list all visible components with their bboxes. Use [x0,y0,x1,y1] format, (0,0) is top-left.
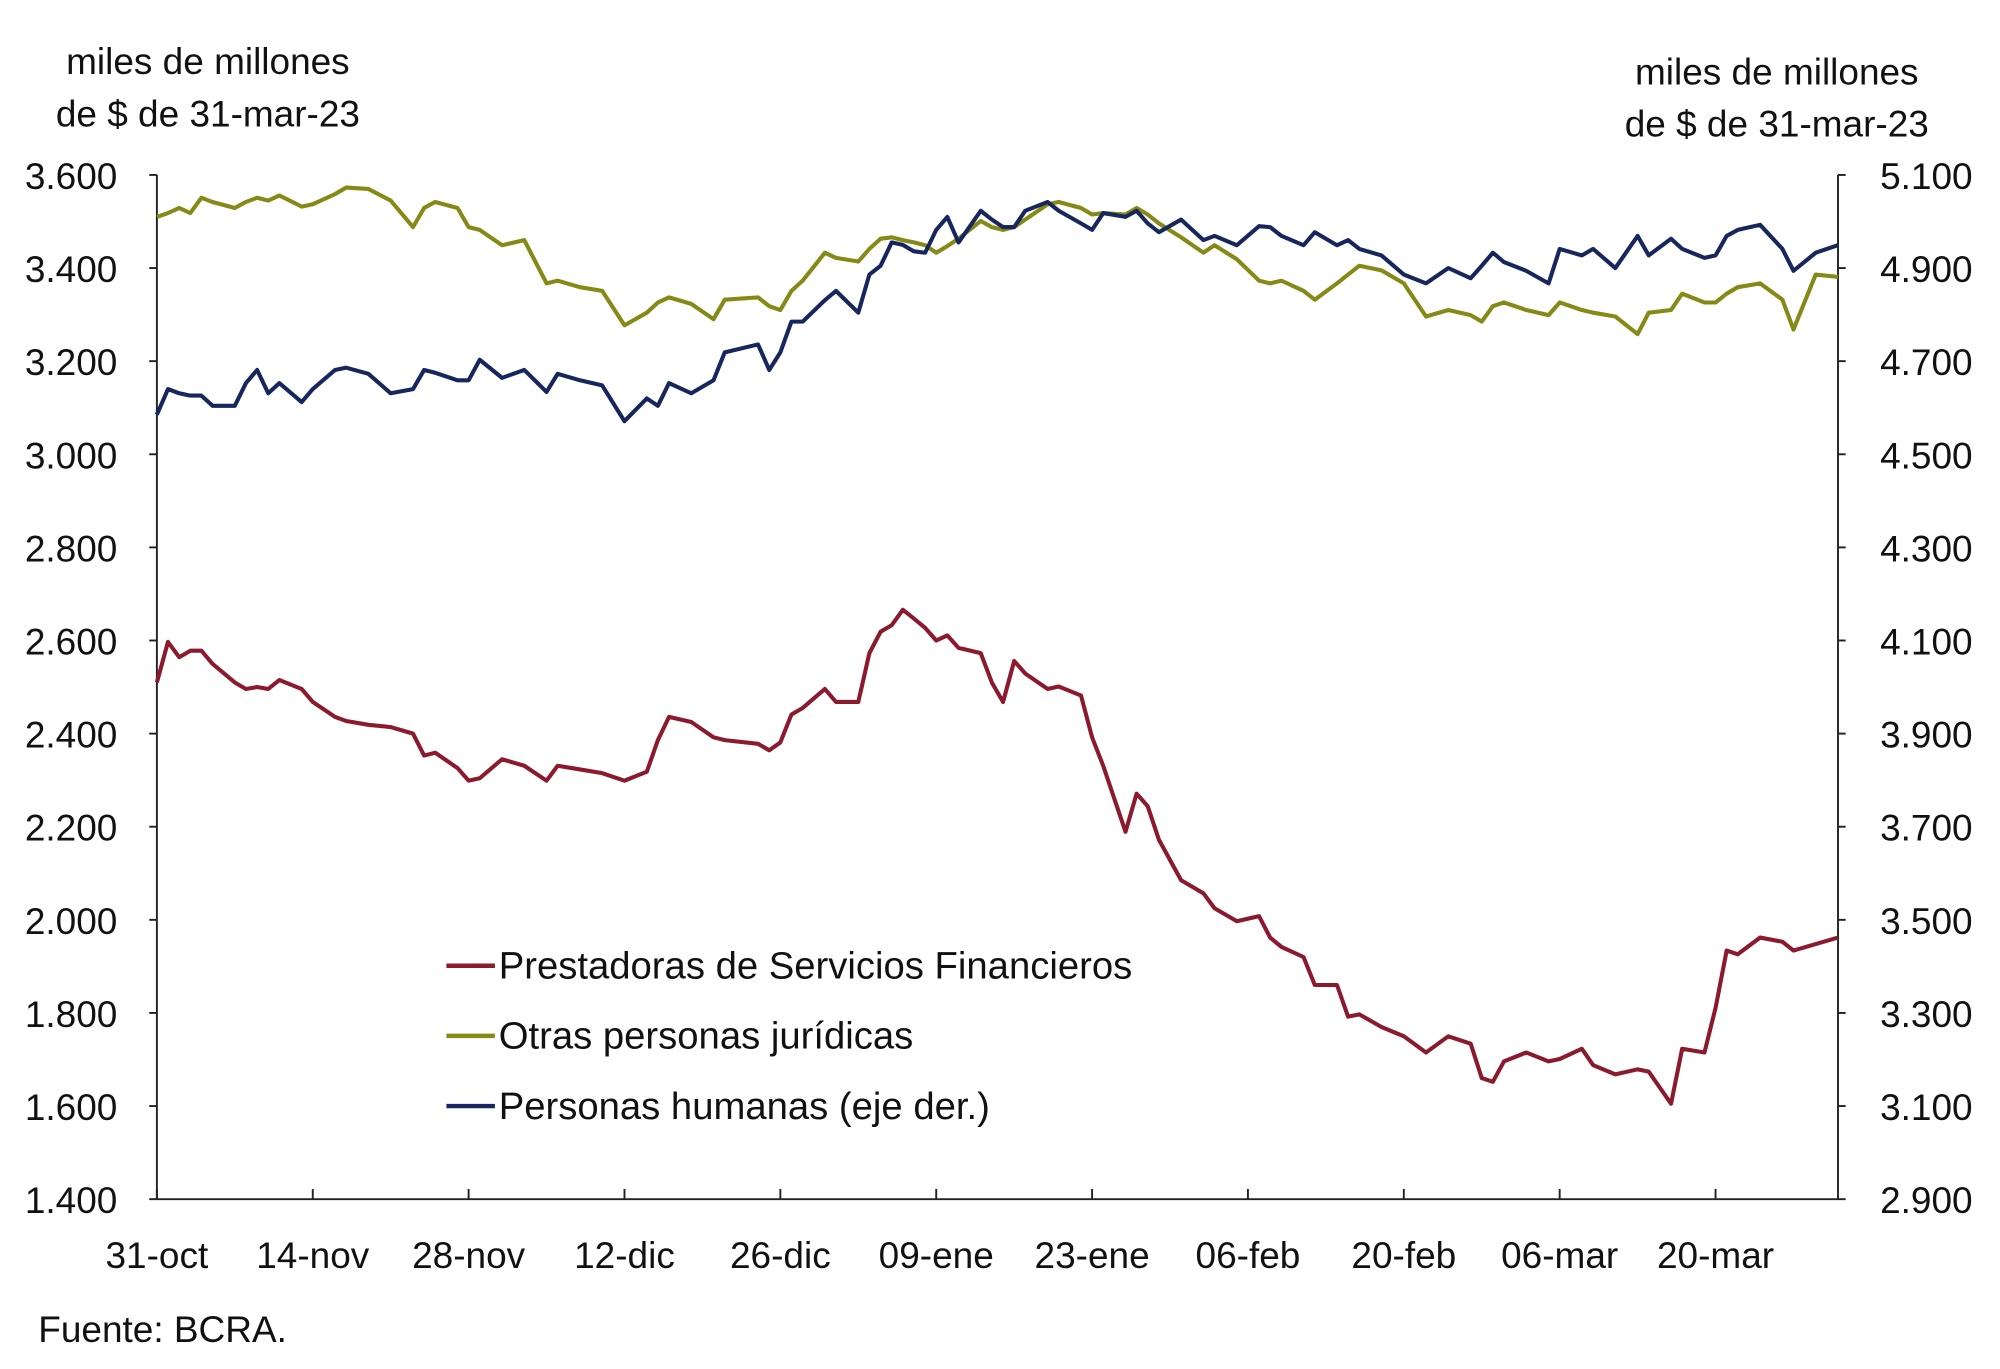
x-tick-label: 06-feb [1196,1235,1301,1276]
y-tick-label-left: 1.600 [25,1087,118,1128]
x-tick-label: 14-nov [256,1235,370,1276]
series-lines [154,185,1839,1106]
y-tick-label-right: 4.900 [1880,249,1973,290]
x-tick-label: 31-oct [106,1235,209,1276]
right-axis-title-line-2: de $ de 31-mar-23 [1625,104,1929,145]
left-axis-title: miles de millones de $ de 31-mar-23 [56,41,360,134]
legend-item-personas-humanas: Personas humanas (eje der.) [446,1085,990,1128]
y-tick-label-left: 1.800 [25,994,118,1035]
legend-label-prestadoras: Prestadoras de Servicios Financieros [499,945,1133,988]
y-tick-label-left: 3.600 [25,156,118,197]
y-tick-label-right: 4.300 [1880,528,1973,569]
y-tick-label-right: 4.500 [1880,435,1973,476]
y-tick-label-left: 3.000 [25,435,118,476]
y-ticks-right: 2.900 3.100 3.300 3.500 3.700 3.900 4.100 4.300… [1838,156,1973,1221]
y-ticks-left: 1.400 1.600 1.800 2.000 2.200 2.400 2.600 2.800… [25,156,157,1221]
y-tick-label-right: 3.500 [1880,901,1973,942]
legend-item-prestadoras: Prestadoras de Servicios Financieros [446,945,1132,988]
legend-label-personas-humanas: Personas humanas (eje der.) [499,1085,990,1128]
right-axis-title-line-1: miles de millones [1635,51,1919,92]
y-tick-label-right: 5.100 [1880,156,1973,197]
series-line-1 [156,185,1839,337]
x-tick-label: 06-mar [1501,1235,1618,1276]
x-tick-label: 12-dic [574,1235,675,1276]
y-tick-label-right: 3.900 [1880,715,1973,756]
y-tick-label-left: 2.800 [25,528,118,569]
x-tick-label: 23-ene [1035,1235,1150,1276]
left-axis-title-line-1: miles de millones [66,41,350,82]
series-line-2 [155,199,1839,424]
y-tick-label-right: 3.100 [1880,1087,1973,1128]
y-tick-label-left: 2.400 [25,715,118,756]
legend: Prestadoras de Servicios Financieros Otr… [446,945,1132,1128]
series-line-0 [154,607,1839,1106]
x-tick-label: 20-feb [1351,1235,1456,1276]
x-ticks: 31-oct 14-nov 28-nov 12-dic 26-dic 09-ene 23-e… [106,1188,1774,1276]
y-tick-label-left: 2.000 [25,901,118,942]
y-tick-label-left: 3.400 [25,249,118,290]
source-note: Fuente: BCRA. [38,1309,287,1350]
x-tick-label: 09-ene [879,1235,994,1276]
y-tick-label-left: 2.200 [25,808,118,849]
y-tick-label-left: 3.200 [25,342,118,383]
x-tick-label: 28-nov [412,1235,526,1276]
x-tick-label: 26-dic [730,1235,831,1276]
legend-label-otras-juridicas: Otras personas jurídicas [499,1015,914,1058]
right-axis-title: miles de millones de $ de 31-mar-23 [1625,51,1929,144]
left-axis-title-line-2: de $ de 31-mar-23 [56,93,360,134]
axes [155,174,1839,1201]
y-tick-label-left: 2.600 [25,622,118,663]
y-tick-label-right: 2.900 [1880,1180,1973,1221]
y-tick-label-right: 3.300 [1880,994,1973,1035]
y-tick-label-right: 4.700 [1880,342,1973,383]
y-tick-label-left: 1.400 [25,1180,118,1221]
y-tick-label-right: 3.700 [1880,808,1973,849]
x-tick-label: 20-mar [1657,1235,1774,1276]
legend-item-otras-juridicas: Otras personas jurídicas [446,1015,913,1058]
y-tick-label-right: 4.100 [1880,622,1973,663]
